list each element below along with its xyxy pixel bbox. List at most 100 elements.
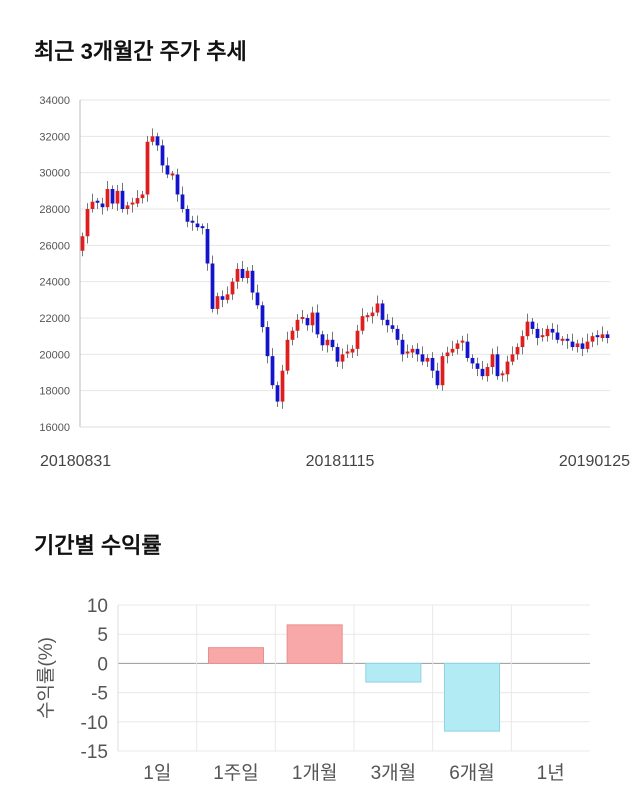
candle-body — [150, 136, 155, 142]
candle-body — [135, 198, 140, 204]
returns-bar — [365, 662, 422, 683]
returns-y-axis-label: 수익률(%) — [35, 637, 57, 719]
candle-body — [305, 318, 310, 326]
candle-body — [365, 315, 370, 318]
candle-body — [580, 343, 585, 349]
candle-body — [535, 328, 540, 338]
candle-body — [215, 296, 220, 309]
candle-body — [130, 202, 135, 205]
candle-body — [205, 228, 210, 264]
candle-body — [435, 370, 440, 386]
candle-body — [420, 354, 425, 362]
candle-body — [230, 281, 235, 295]
candle-body — [85, 209, 90, 237]
candle-body — [270, 356, 275, 386]
candle-body — [290, 330, 295, 340]
candle-body — [445, 352, 450, 357]
candle-body — [175, 174, 180, 195]
candle-body — [485, 367, 490, 377]
candle-body — [325, 339, 330, 346]
returns-x-tick-label: 1주일 — [213, 762, 259, 784]
price-candlestick-chart: 16000 18000 20000 22000 24000 26000 28000 30000… — [39, 95, 630, 470]
candle-body — [465, 341, 470, 358]
candle-body — [220, 296, 225, 300]
candle-body — [250, 270, 255, 293]
candle-body — [295, 319, 300, 331]
candle-body — [240, 268, 245, 279]
candle-body — [355, 330, 360, 349]
candle-body — [280, 370, 285, 402]
candle-body — [400, 339, 405, 355]
candle-body — [460, 340, 465, 343]
candle-body — [335, 347, 340, 362]
price-y-tick-label: 28000 — [39, 204, 70, 216]
candle-body — [385, 319, 390, 326]
candle-body — [100, 203, 105, 208]
candle-body — [600, 334, 605, 338]
candle-body — [530, 321, 535, 329]
returns-x-tick-label: 1일 — [143, 762, 171, 784]
candle-body — [105, 189, 110, 208]
candle-body — [560, 338, 565, 341]
candle-body — [565, 338, 570, 341]
price-y-tick-label: 16000 — [39, 422, 70, 434]
returns-bar — [286, 624, 343, 664]
returns-y-tick-label: -10 — [81, 713, 108, 734]
candle-body — [375, 303, 380, 313]
candle-body — [120, 190, 125, 209]
candle-body — [505, 361, 510, 375]
candle-body — [390, 325, 395, 329]
candle-body — [510, 354, 515, 362]
price-y-tick-label: 20000 — [39, 349, 70, 361]
candle-body — [550, 328, 555, 333]
candle-body — [360, 316, 365, 331]
candle-body — [555, 332, 560, 340]
price-y-tick-label: 26000 — [39, 240, 70, 252]
price-y-tick-label: 32000 — [39, 131, 70, 143]
candle-body — [440, 356, 445, 386]
candle-body — [330, 339, 335, 348]
candle-body — [80, 236, 85, 251]
candle-body — [260, 305, 265, 328]
candle-body — [515, 347, 520, 355]
candle-body — [145, 141, 150, 195]
candle-body — [170, 173, 175, 176]
candle-body — [275, 385, 280, 402]
returns-bar — [443, 662, 501, 732]
candle-body — [570, 341, 575, 348]
candle-body — [200, 226, 205, 229]
candle-body — [180, 194, 185, 209]
candle-body — [590, 336, 595, 342]
price-y-tick-label: 30000 — [39, 168, 70, 180]
candle-body — [345, 351, 350, 354]
candle-body — [315, 312, 320, 335]
candle-body — [235, 268, 240, 282]
candle-body — [255, 292, 260, 306]
candle-body — [475, 363, 480, 369]
price-chart-title: 최근 3개월간 주가 추세 — [34, 39, 247, 64]
candle-body — [455, 343, 460, 349]
candle-body — [165, 165, 170, 175]
price-y-tick-label: 34000 — [39, 95, 70, 107]
returns-chart-title: 기간별 수익률 — [34, 533, 162, 558]
candle-body — [245, 270, 250, 279]
candle-body — [525, 321, 530, 337]
candle-body — [125, 205, 130, 209]
candle-body — [140, 194, 145, 199]
candle-body — [225, 294, 230, 300]
candle-body — [195, 223, 200, 228]
candle-body — [285, 339, 290, 371]
candle-body — [540, 335, 545, 338]
candle-body — [160, 145, 165, 166]
candle-body — [415, 348, 420, 355]
candle-body — [480, 368, 485, 377]
candle-body — [585, 341, 590, 349]
price-x-tick-label: 20180831 — [40, 453, 111, 470]
price-y-tick-label: 18000 — [39, 386, 70, 398]
returns-y-tick-label: 0 — [97, 654, 108, 675]
candle-body — [155, 136, 160, 146]
candle-body — [320, 334, 325, 346]
candle-body — [575, 343, 580, 348]
candle-body — [410, 348, 415, 353]
